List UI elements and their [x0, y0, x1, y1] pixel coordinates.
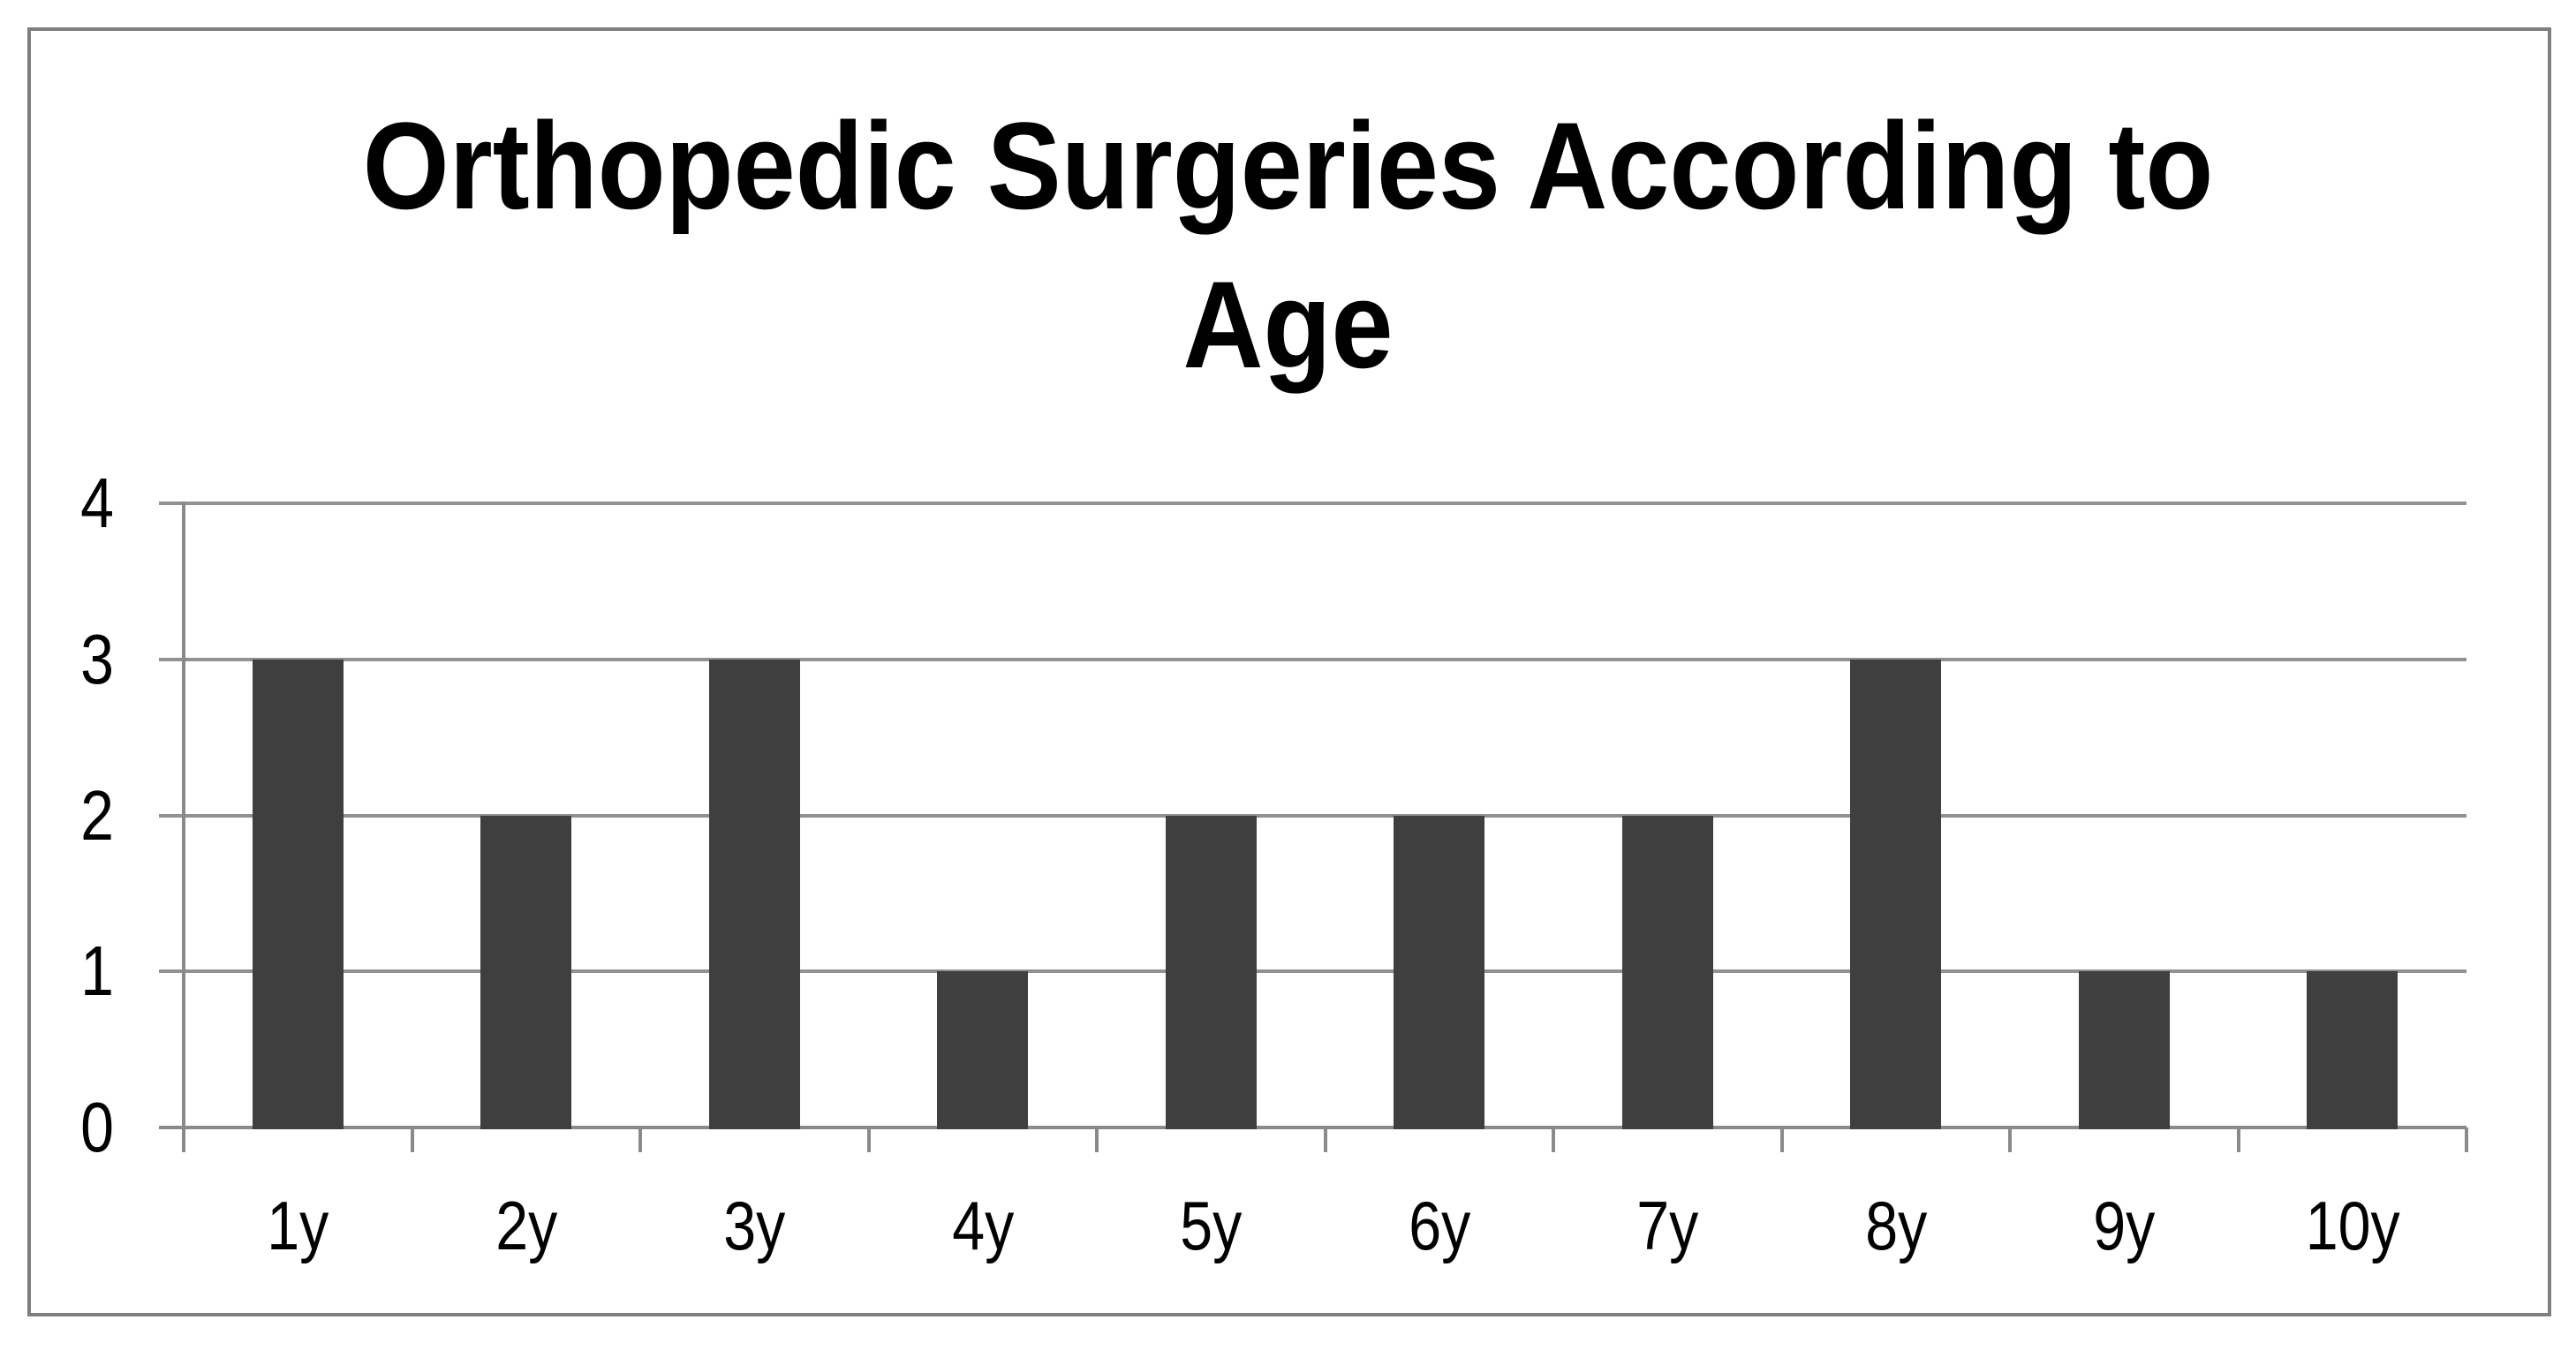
y-tick-label-0: 0: [80, 1088, 114, 1166]
x-tick-mark-10: [2465, 1128, 2468, 1152]
y-axis-line: [182, 502, 185, 1152]
x-tick-label-2y: 2y: [495, 1187, 557, 1264]
bar-2y: [480, 815, 572, 1129]
bar-5y: [1165, 815, 1257, 1129]
x-tick-mark-2: [638, 1128, 642, 1152]
y-tick-label-3: 3: [80, 619, 114, 698]
x-tick-mark-7: [1779, 1128, 1784, 1152]
x-tick-mark-9: [2236, 1128, 2240, 1152]
gridline-y-1: [159, 969, 2466, 974]
bar-3y: [708, 659, 800, 1129]
bar-7y: [1621, 815, 1713, 1129]
x-tick-mark-1: [410, 1128, 414, 1152]
y-tick-label-4: 4: [80, 464, 114, 542]
bar-10y: [2307, 971, 2398, 1129]
x-tick-mark-8: [2008, 1128, 2012, 1152]
x-tick-label-8y: 8y: [1864, 1187, 1927, 1264]
x-tick-mark-3: [866, 1128, 871, 1152]
y-tick-label-1: 1: [80, 931, 114, 1011]
x-tick-mark-5: [1323, 1128, 1327, 1152]
bar-8y: [1850, 659, 1942, 1129]
gridline-y-0: [159, 1126, 2466, 1129]
x-tick-label-4y: 4y: [951, 1187, 1014, 1264]
x-tick-mark-0: [182, 1128, 185, 1152]
x-tick-label-6y: 6y: [1408, 1187, 1470, 1264]
y-tick-label-2: 2: [80, 775, 114, 855]
gridline-y-4: [159, 502, 2466, 505]
bar-4y: [937, 971, 1029, 1129]
gridline-y-2: [159, 813, 2466, 818]
x-tick-mark-4: [1095, 1128, 1099, 1152]
x-tick-label-10y: 10y: [2305, 1187, 2400, 1264]
chart-title-line-1: Orthopedic Surgeries According to: [362, 96, 2214, 235]
chart-title: Orthopedic Surgeries According to Age: [35, 87, 2541, 404]
x-tick-label-7y: 7y: [1636, 1187, 1699, 1264]
bar-1y: [252, 659, 344, 1129]
x-tick-mark-6: [1552, 1128, 1555, 1152]
x-tick-label-9y: 9y: [2093, 1187, 2156, 1264]
x-tick-label-5y: 5y: [1180, 1187, 1243, 1264]
bar-6y: [1394, 815, 1485, 1129]
x-tick-label-1y: 1y: [267, 1187, 329, 1264]
chart-title-line-2: Age: [1182, 255, 1394, 394]
gridline-y-3: [159, 657, 2466, 661]
x-tick-label-3y: 3y: [723, 1187, 786, 1264]
bar-9y: [2078, 971, 2170, 1129]
